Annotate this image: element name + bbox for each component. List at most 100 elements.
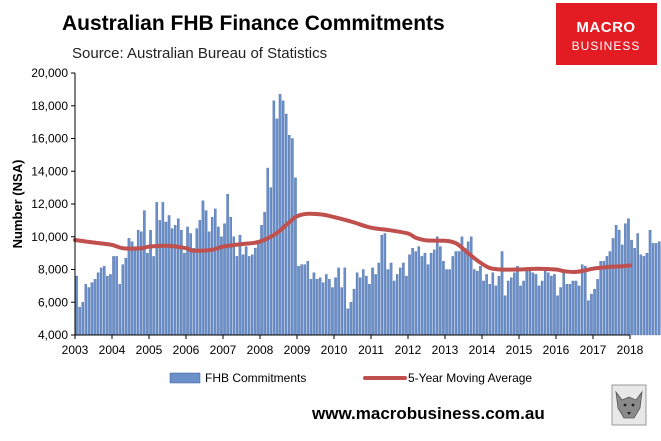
fhb-bar [602,261,606,336]
x-tick-label: 2010 [321,343,348,357]
logo-background [556,3,657,65]
fhb-bar [451,256,454,336]
y-tick-label: 10,000 [31,230,68,244]
y-tick-label: 14,000 [31,164,68,178]
fhb-bar [525,267,528,336]
fhb-bar [469,236,473,336]
fhb-bar [158,220,162,336]
fhb-bar [269,187,273,336]
fhb-bar [325,274,328,336]
fhb-bar [195,228,199,336]
fhb-bar [328,279,331,336]
legend-bar-label: FHB Commitments [205,371,306,385]
fhb-bar [565,284,569,336]
fhb-bar [432,249,436,336]
fhb-bar [436,236,439,336]
x-tick-label: 2008 [247,343,274,357]
fhb-bar [275,118,279,336]
fhb-bar [568,284,572,336]
fhb-bar [516,266,519,336]
fhb-bar [448,269,451,336]
legend-bar-swatch [169,372,201,384]
fhb-bar [442,261,445,336]
logo-line1: MACRO [576,19,635,36]
fhb-bar [426,264,430,336]
fhb-bar [402,262,405,336]
fhb-bar [146,252,149,336]
fhb-bar [251,254,254,336]
fhb-bar [497,275,501,336]
fhb-bar [192,248,195,336]
fhb-bar [96,272,100,336]
axes [74,73,630,336]
fhb-bar [217,226,220,336]
fhb-bar [556,295,559,336]
fhb-bar [648,230,652,336]
fhb-bar [183,252,186,336]
fhb-bar [510,277,513,336]
fhb-bar [596,279,599,336]
fhb-bar [485,274,488,336]
fhb-bar [599,261,602,336]
fhb-bar [318,277,322,336]
fhb-bar [580,264,584,336]
fhb-bar [235,256,239,336]
fhb-bar [651,243,655,336]
fhb-bar [611,238,615,336]
x-tick-label: 2017 [580,343,607,357]
fhb-bar [636,233,639,336]
fhb-bar [130,241,134,336]
fhb-bar [312,272,316,336]
fhb-bar [584,266,587,336]
fhb-bar [173,225,177,336]
fhb-bar [90,282,94,336]
fhb-bar [405,275,408,336]
fhb-bar [288,135,291,336]
x-tick-label: 2011 [358,343,384,357]
fhb-bar [522,280,525,336]
bar-series [75,94,661,336]
fhb-bar [346,308,350,336]
fhb-bar [143,210,146,336]
fhb-bar [513,272,516,336]
fhb-bar [395,274,399,336]
fhb-bar [590,293,593,336]
fhb-bar [207,231,211,336]
fhb-bar [109,274,112,336]
fhb-bar [121,264,125,336]
fhb-bar [257,243,260,336]
fhb-bar [198,220,202,336]
fhb-bar [534,274,538,336]
fhb-bar [414,251,417,336]
fhb-bar [460,236,464,336]
fhb-bar [553,274,556,336]
fhb-bar [229,216,232,336]
fhb-bar [223,223,226,336]
fhb-bar [386,269,390,336]
fhb-bar [103,266,106,336]
fhb-bar [408,254,411,336]
fhb-bar [226,194,229,336]
fhb-bar [136,230,140,336]
fhb-bar [624,223,627,336]
fhb-bar [494,285,498,336]
fhb-bar [214,208,217,336]
fhb-bar [334,277,337,336]
x-tick-label: 2003 [62,343,89,357]
fhb-bar [352,288,356,336]
fhb-bar [463,248,467,336]
fhb-bar [559,287,562,336]
x-tick-label: 2015 [506,343,533,357]
fhb-bar [177,218,180,336]
fhb-bar [411,248,414,336]
fhb-bar [540,280,544,336]
fhb-bar [614,225,618,336]
fhb-bar [608,251,612,336]
fhb-bar [593,288,596,336]
fhb-bar [155,202,158,336]
fhb-bar [654,243,658,336]
fhb-bar [164,221,168,336]
fhb-bar [457,251,461,336]
fhb-bar [115,256,118,336]
fhb-bar [617,230,621,336]
